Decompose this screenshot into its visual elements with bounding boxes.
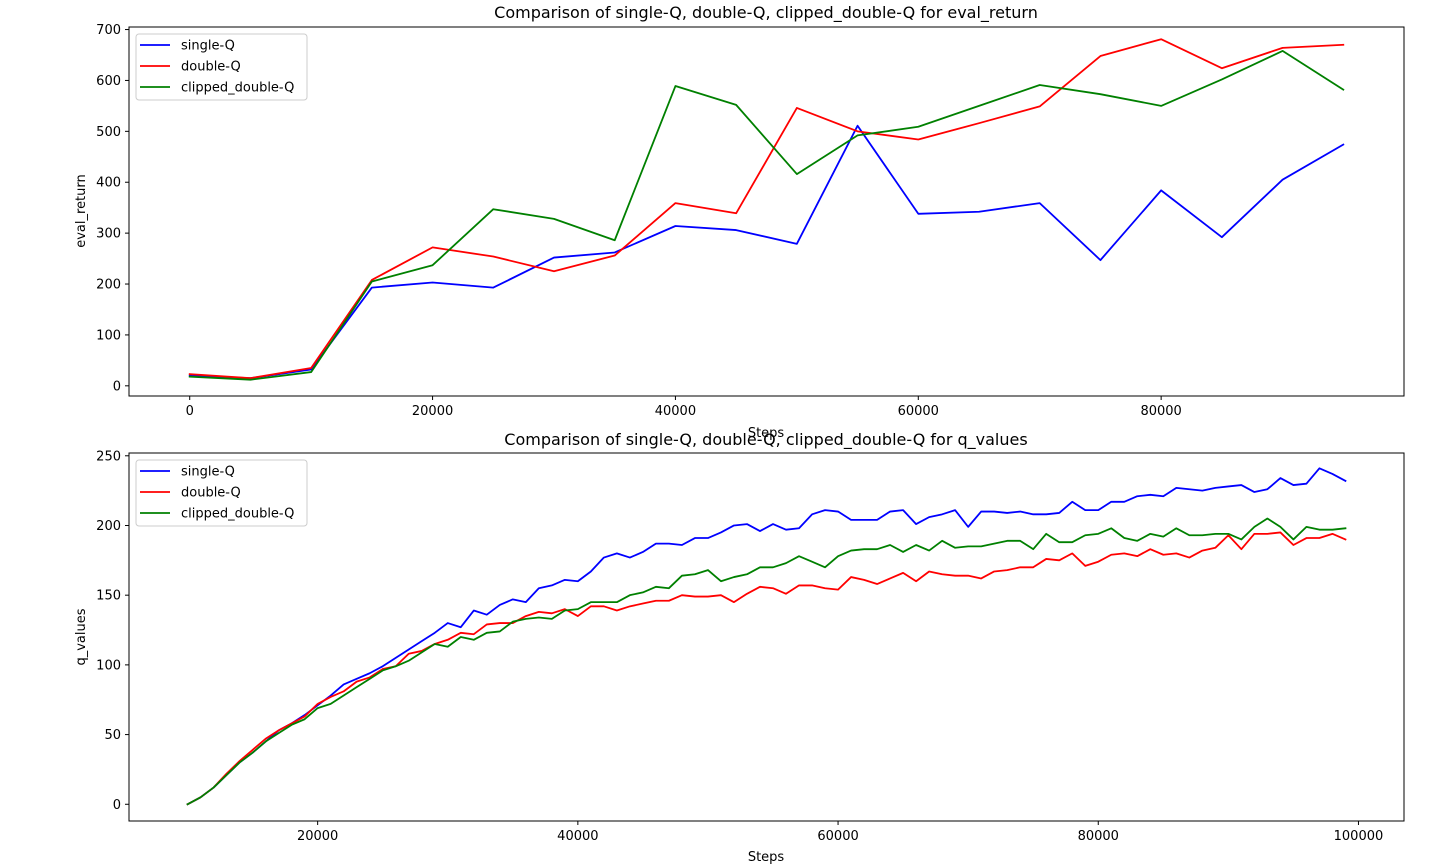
y-axis-ticks: 0 100 200 300 400 500 600 700: [96, 23, 129, 394]
x-tick-label: 80000: [1140, 404, 1181, 419]
x-tick-label: 40000: [655, 404, 696, 419]
series-line-single-q: [186, 467, 1347, 806]
y-tick-label: 400: [96, 176, 121, 191]
y-tick-label: 300: [96, 227, 121, 242]
legend-label: double-Q: [181, 60, 241, 75]
chart-title: Comparison of single-Q, double-Q, clippe…: [494, 3, 1038, 23]
x-tick-label: 80000: [1078, 829, 1119, 844]
y-axis-ticks: 0 50 100 150 200 250: [96, 449, 129, 813]
legend: single-Q double-Q clipped_double-Q: [135, 459, 308, 527]
legend-label: single-Q: [181, 39, 235, 54]
series-line-clipped-double-q: [188, 50, 1345, 381]
y-tick-label: 250: [96, 449, 121, 464]
x-tick-label: 20000: [297, 829, 338, 844]
eval-return-chart: Comparison of single-Q, double-Q, clippe…: [74, 3, 1405, 441]
chart-title: Comparison of single-Q, double-Q, clippe…: [504, 430, 1027, 450]
series-line-double-q: [188, 38, 1345, 380]
x-axis-ticks: 0 20000 40000 60000 80000: [186, 396, 1182, 419]
x-axis-label: Steps: [748, 426, 785, 441]
y-tick-label: 500: [96, 125, 121, 140]
y-axis-label: eval_return: [74, 174, 89, 248]
legend: single-Q double-Q clipped_double-Q: [135, 33, 308, 101]
y-tick-label: 0: [113, 798, 121, 813]
x-tick-label: 20000: [412, 404, 453, 419]
y-tick-label: 200: [96, 278, 121, 293]
x-axis-label: Steps: [748, 850, 785, 864]
y-axis-label: q_values: [74, 608, 89, 665]
x-tick-label: 0: [186, 404, 194, 419]
legend-label: clipped_double-Q: [181, 507, 294, 522]
series-line-double-q: [186, 531, 1347, 806]
legend-label: double-Q: [181, 486, 241, 501]
x-tick-label: 60000: [898, 404, 939, 419]
y-tick-label: 150: [96, 589, 121, 604]
x-tick-label: 60000: [817, 829, 858, 844]
y-tick-label: 100: [96, 658, 121, 673]
y-tick-label: 100: [96, 328, 121, 343]
legend-box: [135, 459, 308, 527]
series-line-single-q: [188, 124, 1345, 380]
x-tick-label: 40000: [557, 829, 598, 844]
series-layer: [186, 467, 1347, 806]
y-tick-label: 0: [113, 379, 121, 394]
x-tick-label: 100000: [1334, 829, 1384, 844]
y-tick-label: 50: [104, 728, 121, 743]
y-tick-label: 200: [96, 519, 121, 534]
plot-frame: [128, 452, 1405, 822]
legend-label: clipped_double-Q: [181, 81, 294, 96]
legend-box: [135, 33, 308, 101]
plot-frame: [128, 26, 1405, 397]
x-axis-ticks: 20000 40000 60000 80000 100000: [297, 821, 1383, 844]
q-values-chart: Comparison of single-Q, double-Q, clippe…: [74, 430, 1405, 864]
series-layer: [188, 38, 1345, 381]
series-line-clipped-double-q: [186, 517, 1347, 806]
y-tick-label: 700: [96, 23, 121, 38]
legend-label: single-Q: [181, 465, 235, 480]
y-tick-label: 600: [96, 74, 121, 89]
